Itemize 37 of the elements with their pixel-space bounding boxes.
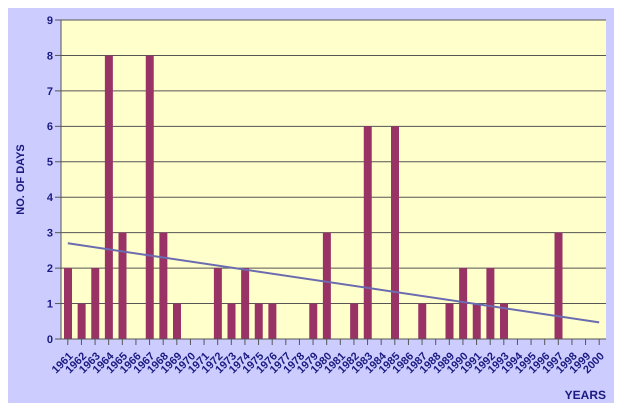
bar bbox=[309, 304, 318, 339]
bar bbox=[459, 268, 468, 339]
y-tick-label: 5 bbox=[46, 156, 53, 169]
bar bbox=[159, 232, 168, 339]
bar bbox=[472, 304, 481, 339]
bar bbox=[241, 268, 250, 339]
x-axis-title: YEARS bbox=[564, 388, 606, 402]
bar bbox=[446, 304, 454, 339]
y-tick-label: 7 bbox=[46, 86, 53, 98]
bar bbox=[78, 304, 86, 339]
bar bbox=[322, 232, 331, 339]
bar bbox=[391, 126, 399, 339]
bar bbox=[173, 304, 181, 339]
bar bbox=[268, 304, 276, 339]
bar bbox=[554, 232, 562, 339]
bar bbox=[500, 304, 508, 339]
bar bbox=[146, 55, 154, 339]
bar bbox=[350, 304, 358, 339]
bar bbox=[118, 232, 126, 339]
bar bbox=[486, 268, 494, 339]
bar bbox=[418, 304, 426, 339]
y-tick-label: 0 bbox=[46, 334, 53, 346]
y-tick-label: 2 bbox=[46, 263, 53, 276]
bar bbox=[64, 268, 72, 339]
y-tick-label: 6 bbox=[46, 121, 53, 134]
bar bbox=[214, 268, 222, 339]
y-tick-label: 9 bbox=[46, 14, 53, 27]
bar bbox=[104, 55, 113, 339]
bar bbox=[364, 126, 372, 339]
y-tick-label: 1 bbox=[46, 298, 53, 310]
y-tick-label: 4 bbox=[46, 192, 54, 204]
bar bbox=[91, 268, 100, 339]
bar bbox=[254, 304, 263, 339]
y-tick-label: 3 bbox=[46, 228, 53, 240]
y-axis-title: NO. OF DAYS bbox=[14, 144, 27, 215]
y-tick-label: 8 bbox=[46, 50, 53, 62]
bar bbox=[228, 304, 236, 339]
